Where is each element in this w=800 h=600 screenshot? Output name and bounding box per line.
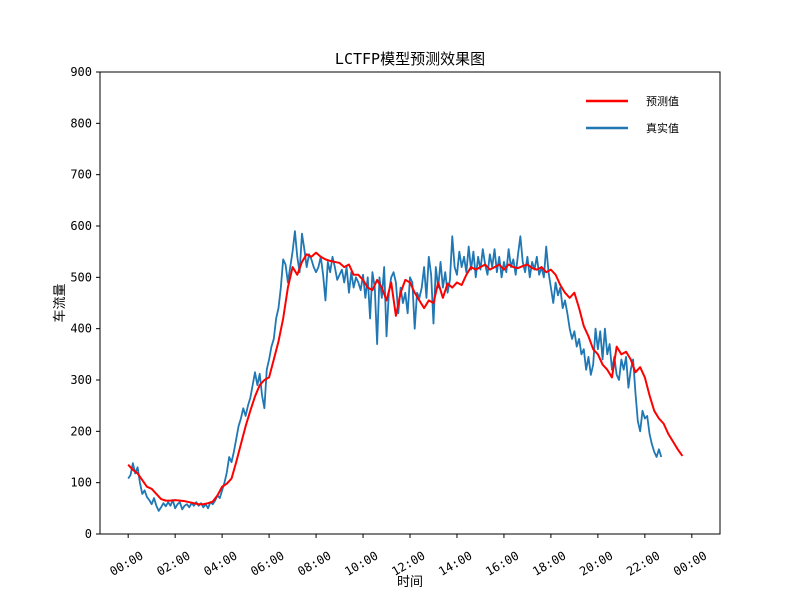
series-layer [127,230,684,512]
legend-label-predicted: 预测值 [646,95,679,108]
y-axis-ticks: 0 100 200 300 400 500 600 700 800 900 [70,65,100,541]
y-tick-label: 100 [70,476,92,490]
y-tick-label: 300 [70,373,92,387]
x-axis-label: 时间 [397,575,423,590]
series-line-predicted [127,251,684,506]
y-tick-label: 0 [85,527,92,541]
y-tick-label: 800 [70,116,92,130]
y-tick-label: 700 [70,168,92,182]
y-tick-label: 900 [70,65,92,79]
y-tick-label: 600 [70,219,92,233]
chart-title: LCTFP模型预测效果图 [335,50,485,68]
y-axis-label: 车流量 [52,283,68,322]
plot-area [99,71,721,535]
y-tick-label: 200 [70,424,92,438]
y-tick-label: 400 [70,322,92,336]
legend-label-actual: 真实值 [646,121,679,135]
legend: 预测值 真实值 [586,95,679,135]
y-tick-label: 500 [70,270,92,284]
